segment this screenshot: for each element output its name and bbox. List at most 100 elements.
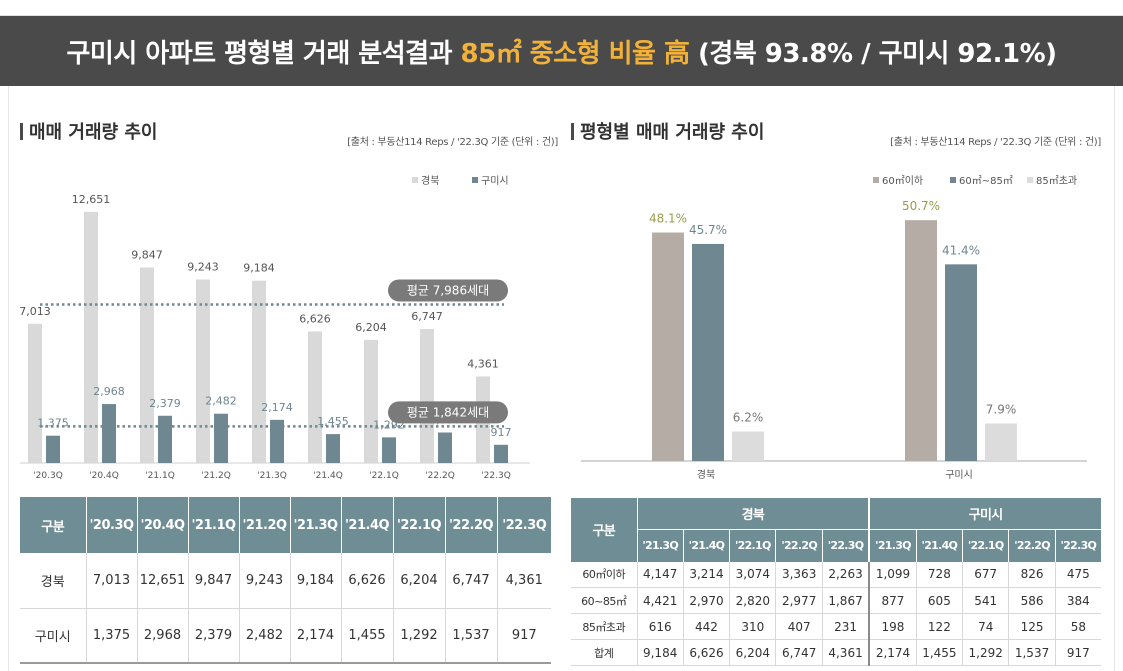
- table-row: 85㎡초과 616 442 310 407 231 198 122 74 125 58: [571, 613, 1101, 640]
- table-header-cell: '21.4Q: [915, 529, 963, 562]
- table-cell: 60㎡이하: [571, 561, 637, 588]
- table-header-cell: '21.1Q: [187, 497, 239, 553]
- average-label: 평균 1,842세대: [407, 405, 489, 419]
- table-header-cell: '22.2Q: [1008, 529, 1056, 562]
- legend-swatch: [472, 177, 478, 183]
- table-cell: 1,099: [868, 561, 917, 588]
- table-header-cell: '21.4Q: [682, 529, 730, 562]
- table-group-header: 경북: [636, 497, 870, 530]
- table-cell: 310: [729, 613, 776, 640]
- data-label: 7,013: [20, 305, 51, 318]
- bar-gyeongbuk: [420, 329, 434, 463]
- table-cell: 3,214: [682, 561, 730, 588]
- table-cell: 1,537: [1008, 639, 1056, 666]
- bar-ratio: [692, 243, 724, 461]
- table-header-cell: '21.3Q: [636, 529, 684, 562]
- table-cell: 4,147: [636, 561, 684, 588]
- table-cell: 합계: [571, 639, 637, 666]
- banner-title-part2: (경북 93.8% / 구미시 92.1%): [689, 38, 1057, 69]
- right-section-title: 평형별 매매 거래량 추이: [571, 118, 764, 144]
- table-header-cell: '22.3Q: [496, 497, 551, 553]
- bar-ratio: [652, 232, 684, 461]
- table-cell: 7,013: [85, 553, 137, 609]
- title-bar-mark: [20, 122, 23, 140]
- average-pill: [388, 279, 508, 302]
- table-cell: 2,174: [868, 639, 917, 666]
- table-cell: 826: [1008, 561, 1056, 588]
- table-cell: 4,361: [496, 553, 551, 609]
- x-tick-label: 구미시: [945, 469, 973, 481]
- table-quarter-header-row: '21.3Q '21.4Q '22.1Q '22.2Q '22.3Q '21.3Q '21.…: [571, 529, 1101, 562]
- x-tick-label: '20.4Q: [89, 471, 119, 481]
- table-cell: 6,204: [392, 553, 445, 609]
- data-label: 48.1%: [649, 212, 687, 226]
- left-section-title-text: 매매 거래량 추이: [29, 122, 158, 143]
- table-cell: 3,363: [775, 561, 823, 588]
- x-tick-label: '22.3Q: [481, 471, 511, 481]
- left-section-title: 매매 거래량 추이: [20, 118, 157, 144]
- data-label: 6,747: [411, 310, 443, 323]
- table-cell: 475: [1054, 561, 1101, 588]
- table-cell: 74: [962, 613, 1009, 640]
- table-header-cell: '20.4Q: [136, 497, 188, 553]
- x-tick-label: '21.1Q: [145, 471, 175, 481]
- table-header-cell: '22.1Q: [392, 497, 445, 553]
- table-header-cell: '21.3Q: [289, 497, 341, 553]
- data-label: 7.9%: [986, 402, 1017, 416]
- banner-title: 구미시 아파트 평형별 거래 분석결과 85㎡ 중소형 비율 高 (경북 93.…: [66, 33, 1057, 70]
- table-header-cell: '22.3Q: [821, 529, 870, 562]
- table-cell: 2,977: [775, 587, 823, 614]
- table-cell: 917: [496, 608, 551, 664]
- bar-gumi: [494, 444, 508, 463]
- data-label: 41.4%: [942, 243, 980, 257]
- table-cell: 728: [915, 561, 963, 588]
- table-cell: 917: [1054, 639, 1101, 666]
- table-cell: 6,747: [775, 639, 823, 666]
- data-label: 2,174: [261, 401, 293, 414]
- table-cell: 경북: [20, 553, 86, 609]
- table-cell: 2,970: [682, 587, 730, 614]
- data-label: 9,243: [187, 261, 219, 274]
- data-label: 6.2%: [733, 411, 764, 425]
- table-cell: 877: [868, 587, 917, 614]
- table-cell: 1,455: [915, 639, 963, 666]
- bar-ratio: [985, 423, 1017, 461]
- table-cell: 3,074: [729, 561, 776, 588]
- table-header-cell: '21.3Q: [868, 529, 917, 562]
- table-cell: 605: [915, 587, 963, 614]
- x-tick-label: '21.2Q: [201, 471, 231, 481]
- x-tick-label: '21.4Q: [313, 471, 343, 481]
- table-header-cell: '22.1Q: [962, 529, 1009, 562]
- bar-gyeongbuk: [196, 279, 210, 463]
- table-cell: 2,482: [238, 608, 290, 664]
- average-pill: [388, 401, 508, 424]
- table-cell: 677: [962, 561, 1009, 588]
- transaction-volume-chart: '20.3Q '20.4Q '21.1Q '21.2Q '21.3Q '21.4Q '22.…: [20, 174, 530, 481]
- x-tick-label: '20.3Q: [33, 471, 63, 481]
- table-header-cell: '22.2Q: [775, 529, 823, 562]
- table-row: 경북 7,013 12,651 9,847 9,243 9,184 6,626 6,204 6,…: [20, 553, 551, 609]
- average-label: 평균 7,986세대: [407, 283, 489, 297]
- table-header-cell: '22.3Q: [1054, 529, 1101, 562]
- bar-gyeongbuk: [252, 280, 266, 463]
- table-group-header: 구미시: [868, 497, 1101, 530]
- table-header-cell: '22.2Q: [444, 497, 497, 553]
- table-cell: 9,184: [636, 639, 684, 666]
- data-label: 2,379: [149, 397, 181, 410]
- bar-gyeongbuk: [84, 211, 98, 463]
- table-cell: 442: [682, 613, 730, 640]
- left-source-note: [출처 : 부동산114 Reps / '22.3Q 기준 (단위 : 건)]: [347, 137, 558, 148]
- data-label: 12,651: [72, 193, 111, 206]
- size-ratio-chart: 경북 48.1%45.7% 6.2% 구미시 50.7% 41.4% 7.9% 60㎡이하 60…: [581, 174, 1087, 481]
- table-cell: 407: [775, 613, 823, 640]
- bar-gumi: [158, 415, 172, 463]
- table-header-row: 구분 '20.3Q '20.4Q '21.1Q '21.2Q '21.3Q '21.4Q '2…: [20, 497, 551, 553]
- x-tick-label: '22.1Q: [369, 471, 399, 481]
- bar-gyeongbuk: [364, 339, 378, 463]
- table-header-cell: '22.1Q: [729, 529, 776, 562]
- bar-gumi: [382, 437, 396, 463]
- legend-swatch: [1027, 177, 1033, 183]
- table-cell: 구미시: [20, 608, 86, 664]
- table-header-cell: 구분: [20, 497, 86, 553]
- banner: 구미시 아파트 평형별 거래 분석결과 85㎡ 중소형 비율 高 (경북 93.…: [0, 16, 1123, 86]
